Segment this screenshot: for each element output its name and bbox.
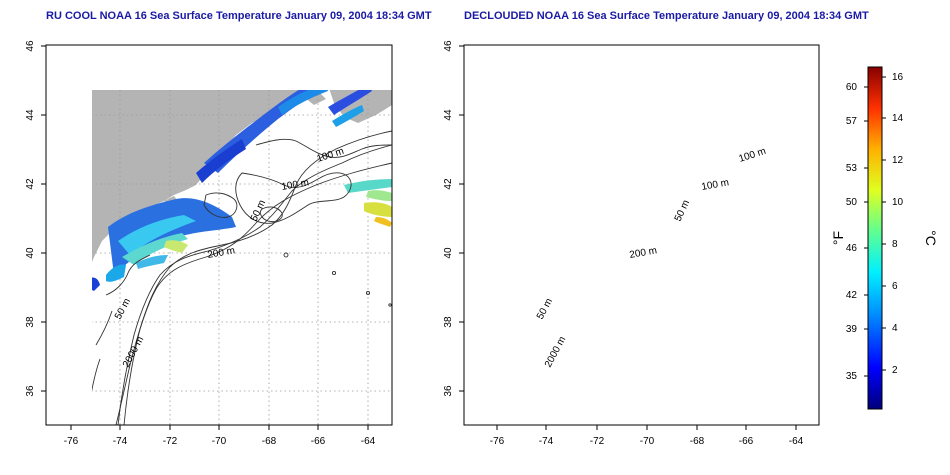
left-x-tick-label: -66 [311, 436, 326, 447]
right-contour-label-200m: 200 m [629, 245, 658, 261]
fahrenheit-tick-label: 39 [846, 324, 858, 335]
celsius-tick-label: 6 [892, 281, 898, 292]
left-contour-label-100m-central: 100 m [281, 177, 310, 193]
left-x-tick-label: -68 [262, 436, 277, 447]
celsius-tick-label: 16 [892, 72, 904, 83]
left-y-tick-label: 40 [25, 247, 36, 259]
temperature-colorbar: 60 57 53 50 46 42 39 35 16 14 12 10 8 6 … [830, 66, 939, 410]
left-y-tick-label: 36 [25, 385, 36, 397]
fahrenheit-tick-label: 53 [846, 163, 858, 174]
right-x-tick-label: -66 [739, 436, 754, 447]
celsius-tick-label: 2 [892, 365, 898, 376]
celsius-tick-label: 4 [892, 323, 898, 334]
left-x-tick-label: -74 [113, 436, 128, 447]
colorbar-gradient [867, 66, 883, 410]
left-y-tick-label: 38 [25, 316, 36, 328]
left-y-tick-label: 44 [25, 109, 36, 121]
right-x-tick-label: -70 [640, 436, 655, 447]
left-x-tick-label: -76 [64, 436, 79, 447]
fahrenheit-tick-label: 42 [846, 290, 858, 301]
celsius-tick-label: 10 [892, 197, 904, 208]
right-map-panel: 100 m 100 m 50 m 200 m 50 m 2000 m -76 -… [443, 40, 820, 447]
left-x-tick-label: -70 [212, 436, 227, 447]
celsius-tick-label: 14 [892, 113, 904, 124]
celsius-tick-label: 12 [892, 155, 904, 166]
left-map-panel: 100 m 100 m 50 m 200 m 50 m 2000 m -76 -… [25, 40, 393, 447]
fahrenheit-tick-label: 60 [846, 82, 858, 93]
fahrenheit-tick-label: 35 [846, 371, 858, 382]
fahrenheit-tick-label: 57 [846, 116, 858, 127]
right-x-tick-label: -74 [539, 436, 554, 447]
celsius-tick-label: 8 [892, 239, 898, 250]
celsius-axis-label: °C [923, 230, 939, 246]
left-map-title: RU COOL NOAA 16 Sea Surface Temperature … [46, 10, 432, 22]
right-y-tick-label: 46 [443, 40, 454, 52]
right-contour-label-100m-central: 100 m [701, 177, 730, 193]
left-sst-swath [92, 90, 392, 291]
right-x-tick-label: -68 [690, 436, 705, 447]
left-y-tick-label: 46 [25, 40, 36, 52]
right-y-tick-label: 38 [443, 316, 454, 328]
fahrenheit-tick-label: 46 [846, 243, 858, 254]
right-y-tick-label: 44 [443, 109, 454, 121]
right-x-tick-label: -76 [490, 436, 505, 447]
right-x-tick-label: -72 [590, 436, 605, 447]
fahrenheit-axis-label: °F [830, 231, 846, 245]
right-map-title: DECLOUDED NOAA 16 Sea Surface Temperatur… [464, 10, 869, 22]
right-y-tick-label: 40 [443, 247, 454, 259]
right-x-tick-label: -64 [789, 436, 804, 447]
left-x-tick-label: -72 [163, 436, 178, 447]
left-contour-label-200m: 200 m [207, 245, 236, 261]
right-y-tick-label: 36 [443, 385, 454, 397]
left-y-tick-label: 42 [25, 178, 36, 190]
left-x-tick-label: -64 [361, 436, 376, 447]
right-y-tick-label: 42 [443, 178, 454, 190]
fahrenheit-tick-label: 50 [846, 197, 858, 208]
